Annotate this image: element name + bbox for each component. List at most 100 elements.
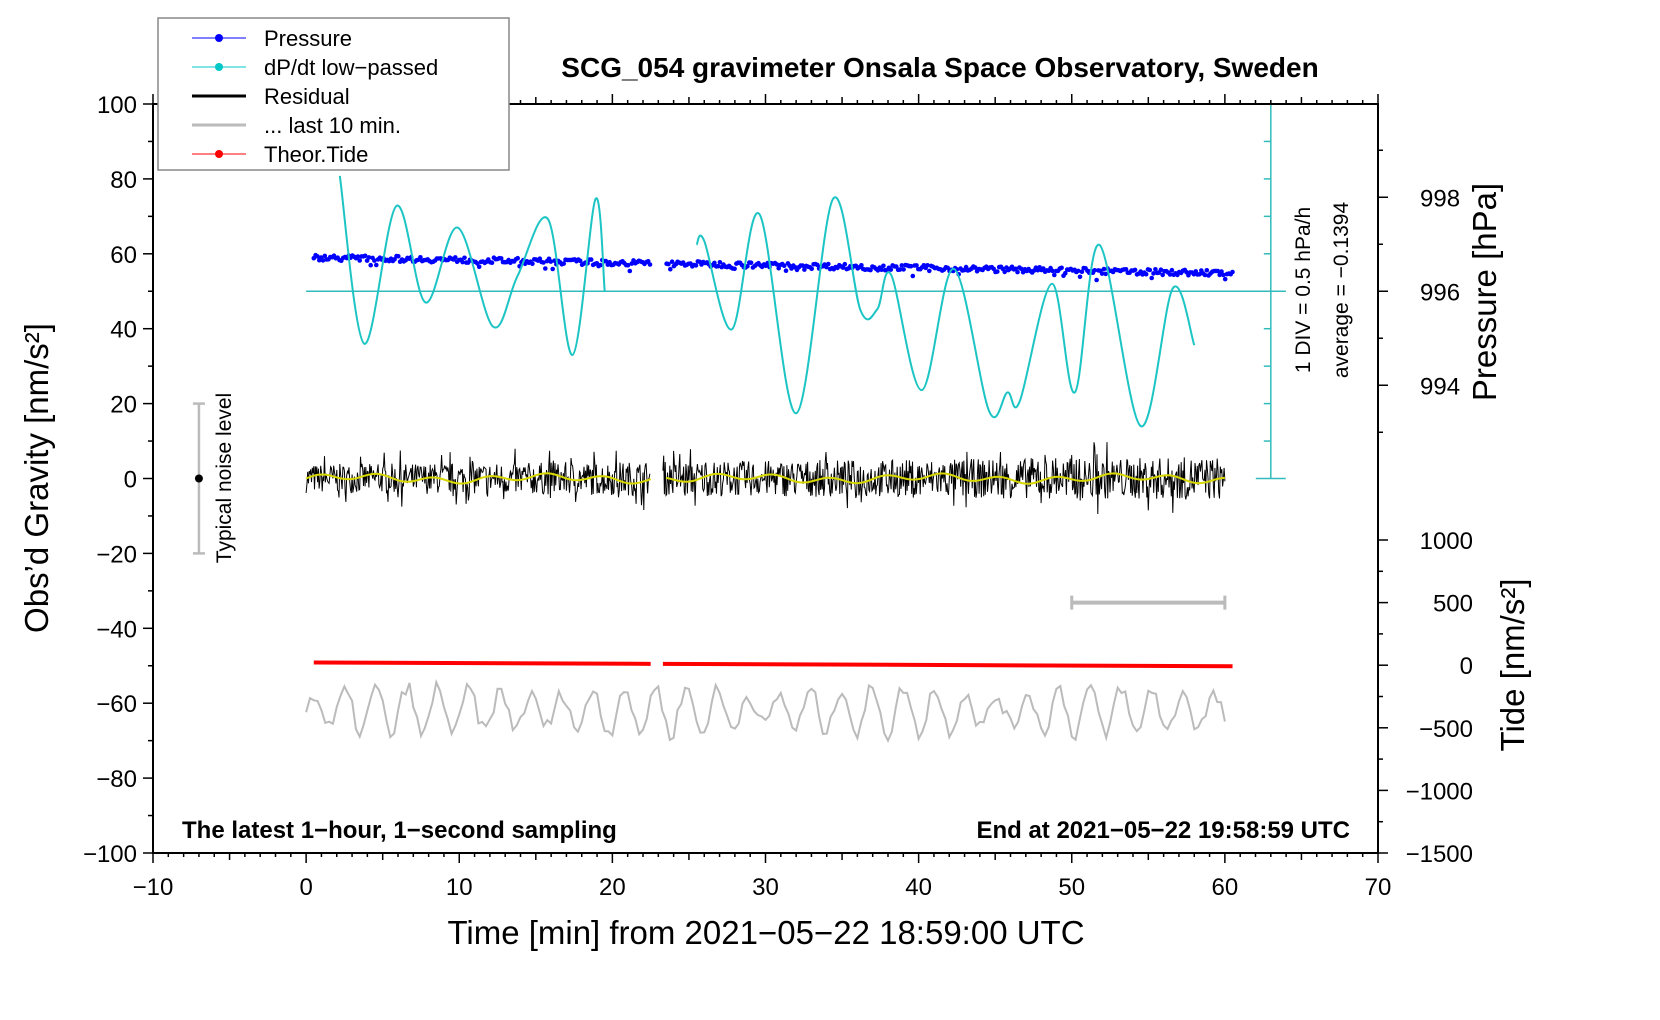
pressure-point xyxy=(489,260,495,266)
pressure-point xyxy=(1063,270,1068,276)
pressure-point xyxy=(462,255,467,261)
pressure-point xyxy=(802,267,807,272)
pressure-point xyxy=(1123,267,1129,272)
pressure-point xyxy=(1221,272,1226,278)
pressure-point xyxy=(897,267,903,272)
average-label: average = −0.1394 xyxy=(1330,202,1353,379)
pressure-point xyxy=(748,260,754,266)
pressure-point xyxy=(1169,267,1175,273)
pressure-point xyxy=(1230,269,1235,275)
pressure-point xyxy=(693,263,699,268)
pressure-point xyxy=(396,253,401,259)
pressure-point xyxy=(1094,277,1099,283)
pressure-point xyxy=(1217,272,1222,278)
pressure-point xyxy=(550,266,555,272)
pressure-point xyxy=(598,262,603,268)
pressure-point xyxy=(625,262,631,268)
pressure-point xyxy=(541,260,546,265)
pressure-point xyxy=(973,265,978,270)
pressure-point xyxy=(899,263,905,268)
pressure-point xyxy=(577,258,583,264)
pressure-point xyxy=(1002,269,1007,275)
legend-label-3: ... last 10 min. xyxy=(264,113,401,138)
pressure-point xyxy=(745,264,750,269)
pressure-point xyxy=(901,267,906,272)
y-axis-label-left: Obs’d Gravity [nm/s²] xyxy=(18,323,55,633)
x-tick-label: 20 xyxy=(599,874,626,901)
tide-tick-label: 1000 xyxy=(1420,528,1473,555)
y-tick-label: 100 xyxy=(97,92,137,119)
y-tick-label: −60 xyxy=(96,691,137,718)
legend-marker-1 xyxy=(215,63,223,71)
y-tick-label: −100 xyxy=(83,841,137,868)
pressure-point xyxy=(809,266,814,272)
pressure-point xyxy=(859,263,864,268)
pressure-point xyxy=(1222,276,1228,282)
pressure-point xyxy=(355,254,361,259)
tide-tick-label: −1000 xyxy=(1406,778,1473,805)
dpdt-line xyxy=(338,175,606,356)
pressure-point xyxy=(322,253,328,259)
pressure-point xyxy=(1219,269,1224,274)
pressure-point xyxy=(908,263,914,269)
y-tick-label: 60 xyxy=(110,242,137,269)
legend-label-0: Pressure xyxy=(264,26,352,51)
y-tick-label: −20 xyxy=(96,541,137,568)
pressure-tick-label: 994 xyxy=(1420,373,1460,400)
x-tick-label: −10 xyxy=(133,874,174,901)
pressure-point xyxy=(561,261,566,266)
pressure-point xyxy=(320,258,326,263)
pressure-point xyxy=(548,259,554,264)
pressure-point xyxy=(1059,265,1064,271)
pressure-point xyxy=(781,263,787,269)
pressure-point xyxy=(783,268,789,274)
pressure-point xyxy=(453,255,458,260)
pressure-point xyxy=(357,258,363,263)
pressure-point xyxy=(315,254,320,259)
pressure-point xyxy=(815,262,820,268)
pressure-point xyxy=(1143,271,1149,277)
pressure-point xyxy=(374,262,379,268)
pressure-point xyxy=(1052,272,1057,278)
y-tick-label: 20 xyxy=(110,392,137,419)
x-tick-label: 40 xyxy=(905,874,932,901)
last10-line xyxy=(305,678,1226,743)
pressure-point xyxy=(366,255,372,260)
pressure-point xyxy=(1079,269,1085,275)
pressure-point xyxy=(476,264,482,270)
y-axis-label-pressure: Pressure [hPa] xyxy=(1466,183,1503,401)
pressure-point xyxy=(1099,271,1105,276)
y-tick-label: 40 xyxy=(110,317,137,344)
end-time-note: End at 2021−05−22 19:58:59 UTC xyxy=(976,817,1350,844)
pressure-point xyxy=(1158,267,1164,273)
pressure-point xyxy=(1202,272,1208,278)
pressure-point xyxy=(666,261,671,267)
div-label: 1 DIV = 0.5 hPa/h xyxy=(1292,207,1315,373)
pressure-points xyxy=(311,252,1235,283)
pressure-point xyxy=(530,261,535,267)
tide-tick-label: −1500 xyxy=(1406,841,1473,868)
residual-line xyxy=(305,442,1226,515)
tide-tick-label: −500 xyxy=(1419,716,1473,743)
y-tick-label: 80 xyxy=(110,167,137,194)
pressure-point xyxy=(995,269,1000,274)
y-tick-label: −80 xyxy=(96,766,137,793)
x-axis-label: Time [min] from 2021−05−22 18:59:00 UTC xyxy=(447,914,1084,951)
x-tick-label: 0 xyxy=(299,874,312,901)
pressure-point xyxy=(368,262,374,268)
pressure-point xyxy=(1015,269,1020,275)
pressure-point xyxy=(603,258,609,264)
chart-title: SCG_054 gravimeter Onsala Space Observat… xyxy=(561,52,1318,83)
legend-label-2: Residual xyxy=(264,84,350,109)
pressure-point xyxy=(840,265,846,270)
pressure-point xyxy=(362,253,368,259)
pressure-point xyxy=(1092,268,1097,273)
legend-box xyxy=(157,17,510,171)
tide-tick-label: 0 xyxy=(1460,653,1473,680)
pressure-point xyxy=(715,263,721,269)
pressure-point xyxy=(1204,268,1210,273)
tide-line xyxy=(662,661,1233,669)
pressure-point xyxy=(712,260,717,266)
x-tick-label: 10 xyxy=(446,874,473,901)
